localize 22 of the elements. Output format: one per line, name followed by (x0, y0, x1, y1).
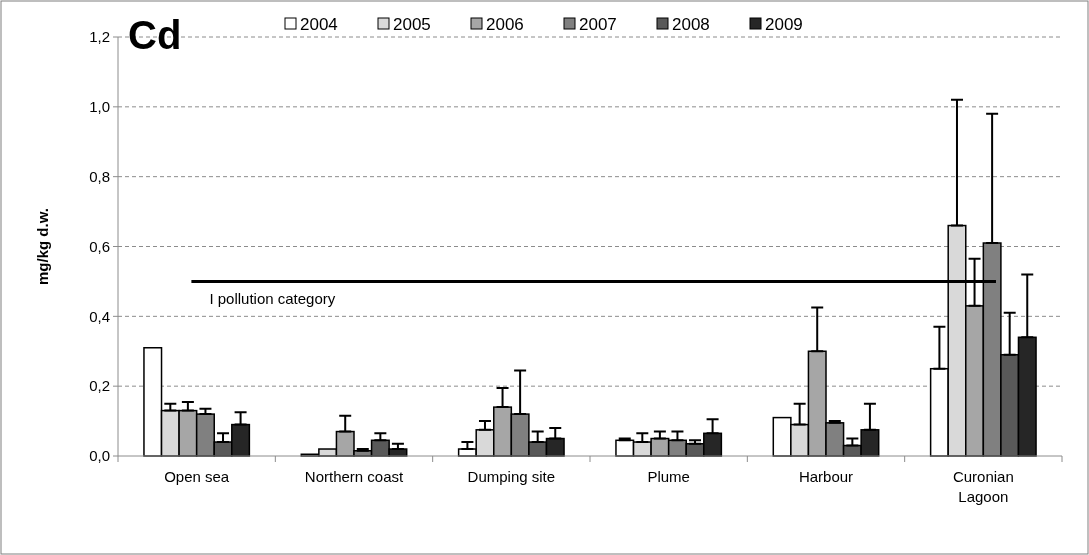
y-tick-label: 1,2 (89, 28, 110, 46)
y-tick-label: 0,8 (89, 167, 110, 185)
x-tick-label: Dumping site (467, 468, 556, 485)
y-tick-label: 1,0 (89, 98, 110, 116)
x-tick-label: Curonian Lagoon (952, 468, 1014, 505)
legend-label: 2004 (300, 15, 338, 34)
chart-title: Cd (128, 13, 182, 57)
y-tick-label: 0,6 (89, 237, 110, 255)
x-tick-label: Plume (647, 468, 690, 485)
ref-line-label: I pollution category (209, 290, 336, 308)
x-tick-label: Northern coast (304, 468, 405, 485)
x-tick-label: Harbour (798, 468, 854, 485)
legend-label: 2009 (765, 15, 803, 34)
y-tick-label: 0,0 (89, 447, 110, 465)
y-tick-label: 0,4 (89, 307, 110, 325)
legend-label: 2007 (579, 15, 617, 34)
y-tick-label: 0,2 (89, 377, 110, 395)
y-axis-title: mg/kg d.w. (34, 208, 51, 285)
legend-label: 2006 (486, 15, 524, 34)
x-tick-label: Open sea (164, 468, 230, 485)
legend-label: 2008 (672, 15, 710, 34)
legend-label: 2005 (393, 15, 431, 34)
